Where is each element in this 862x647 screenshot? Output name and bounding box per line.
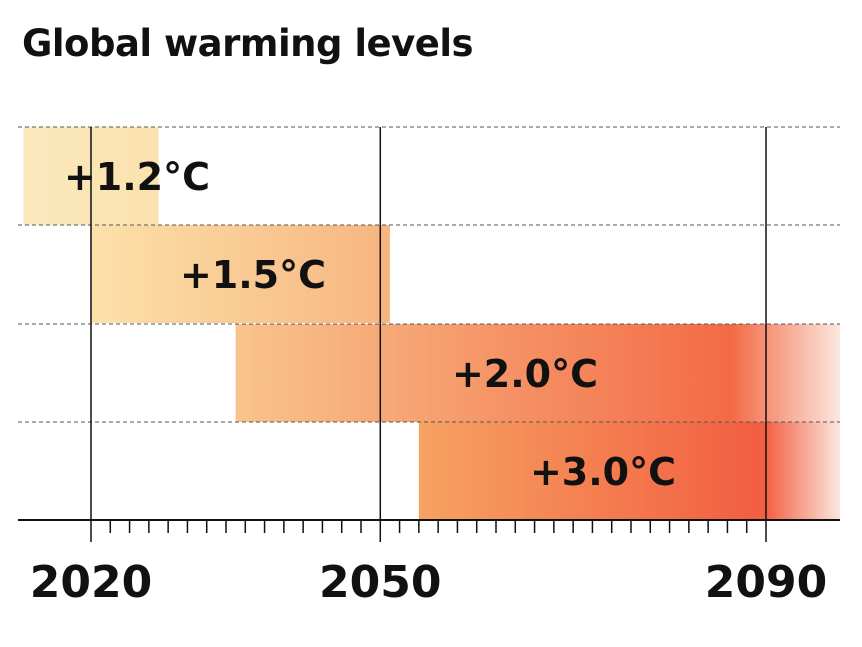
range-label: +3.0°C	[530, 450, 676, 494]
range-bar	[418, 422, 840, 520]
chart-title: Global warming levels	[22, 22, 474, 65]
range-bar	[91, 225, 390, 323]
x-tick-label: 2090	[705, 557, 827, 608]
range-label: +1.2°C	[64, 155, 210, 199]
x-tick-label: 2020	[30, 557, 152, 608]
range-bar	[235, 324, 841, 422]
x-tick-label: 2050	[319, 557, 441, 608]
range-label: +2.0°C	[452, 352, 598, 396]
range-label: +1.5°C	[180, 253, 326, 297]
